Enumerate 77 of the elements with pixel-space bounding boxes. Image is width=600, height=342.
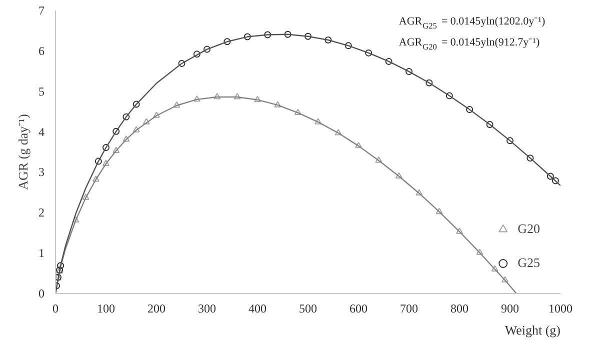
point [214, 93, 221, 100]
point [506, 137, 514, 144]
point [178, 60, 186, 67]
point [324, 36, 332, 44]
point [224, 38, 231, 46]
point [57, 262, 64, 270]
legend-label: G25 [518, 255, 540, 271]
x-tick-label: 100 [97, 302, 115, 316]
point [254, 96, 261, 102]
point [294, 108, 302, 116]
point [112, 128, 120, 135]
y-tick-label: 3 [38, 165, 44, 180]
point [375, 156, 382, 163]
point [264, 31, 272, 38]
point [234, 93, 241, 100]
point [142, 118, 150, 124]
x-tick-label: 300 [198, 302, 216, 316]
point [122, 113, 130, 120]
x-tick-label: 500 [299, 302, 317, 316]
point [132, 126, 140, 132]
point [456, 228, 463, 234]
point [436, 208, 443, 214]
x-tick-label: 800 [450, 302, 468, 316]
x-tick-label: 200 [148, 302, 166, 316]
y-tick-label: 7 [38, 4, 44, 18]
point [193, 50, 200, 58]
point [173, 102, 180, 108]
point [344, 42, 352, 50]
point [334, 129, 342, 136]
x-tick-label: 900 [501, 302, 519, 316]
point [193, 95, 200, 102]
point [153, 112, 160, 118]
point [406, 68, 412, 76]
point [204, 46, 210, 53]
y-tick-label: 1 [38, 246, 44, 260]
legend-label: G20 [518, 221, 540, 237]
point [102, 144, 110, 152]
point [274, 101, 282, 108]
point [486, 121, 494, 128]
point [385, 58, 392, 65]
point [466, 106, 474, 114]
point [526, 154, 534, 162]
point [284, 30, 292, 38]
point [552, 177, 559, 184]
point [426, 79, 433, 86]
point [102, 160, 110, 166]
x-tick-label: 0 [52, 302, 58, 316]
point [355, 142, 362, 148]
y-tick-label: 5 [38, 84, 44, 98]
y-axis-title: AGR (g day⁻¹) [16, 114, 30, 190]
x-tick-label: 700 [400, 302, 418, 316]
point [416, 189, 423, 196]
x-tick-label: 400 [248, 302, 266, 316]
point [112, 146, 120, 154]
point [395, 172, 402, 178]
y-tick-label: 0 [38, 286, 44, 300]
point [132, 100, 140, 108]
point [122, 136, 130, 142]
x-tick-label: 1000 [548, 302, 572, 316]
point [476, 248, 484, 255]
y-tick-label: 4 [38, 124, 44, 139]
y-tick-label: 6 [38, 44, 44, 58]
point [446, 92, 453, 100]
point [501, 276, 508, 282]
point [94, 158, 102, 165]
point [82, 194, 90, 200]
point [92, 176, 100, 182]
point [314, 118, 322, 124]
point [304, 32, 312, 40]
x-tick-label: 600 [350, 302, 368, 316]
point [546, 172, 554, 180]
point [72, 216, 80, 223]
point [491, 265, 498, 272]
x-axis-title: Weight (g) [504, 322, 561, 338]
point [365, 49, 372, 56]
y-tick-label: 2 [38, 206, 44, 220]
point [244, 33, 251, 40]
